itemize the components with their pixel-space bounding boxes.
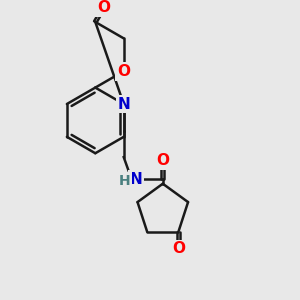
Text: O: O (117, 64, 130, 79)
Text: N: N (117, 97, 130, 112)
Text: N: N (130, 172, 142, 187)
Text: O: O (172, 242, 185, 256)
Text: O: O (156, 153, 169, 168)
Text: O: O (98, 0, 110, 15)
Text: H: H (119, 174, 130, 188)
